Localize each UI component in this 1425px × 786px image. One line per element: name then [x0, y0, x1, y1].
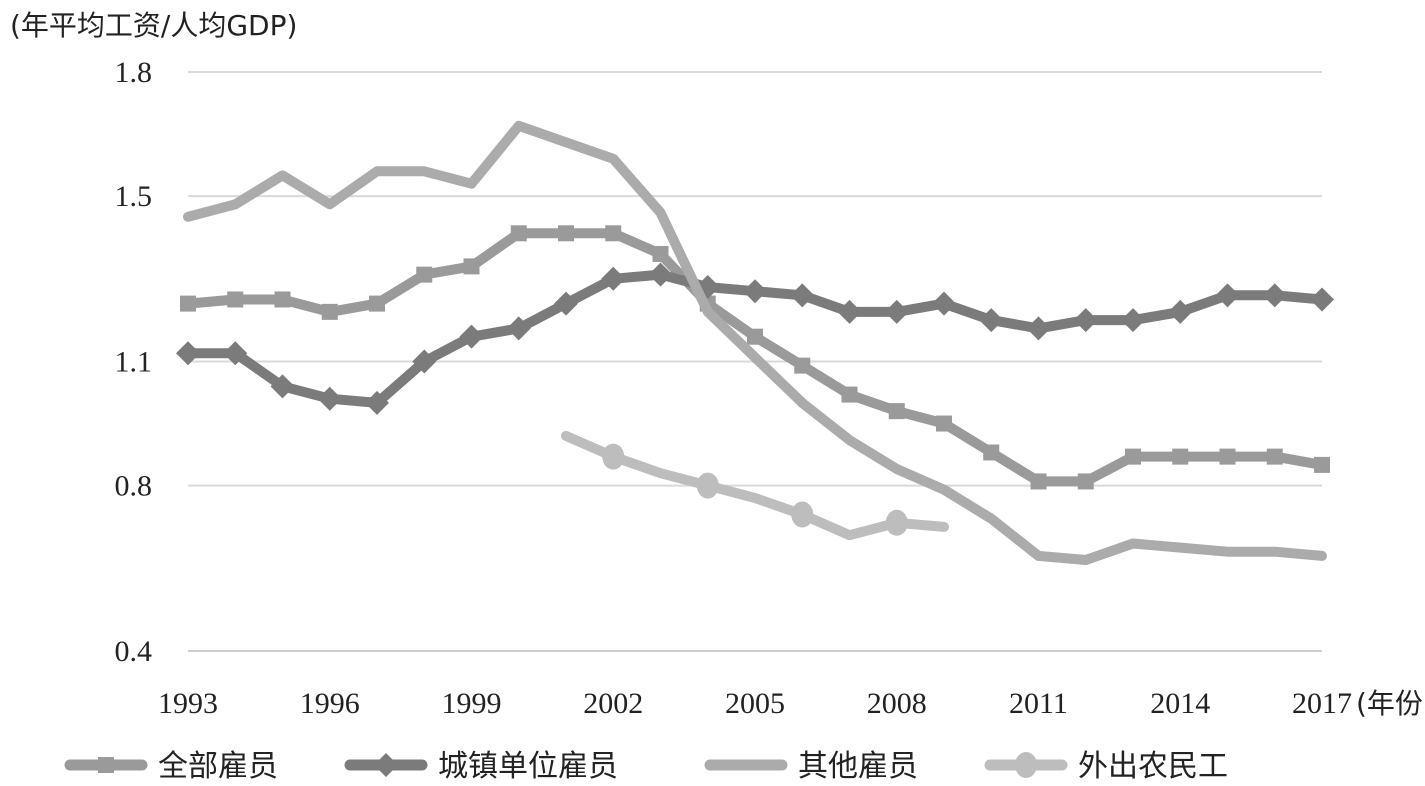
- data-point: [1172, 448, 1189, 465]
- data-point: [321, 303, 338, 320]
- x-tick-label: 2017: [1292, 687, 1352, 720]
- data-point: [463, 258, 480, 275]
- data-point: [1266, 448, 1283, 465]
- data-point: [558, 225, 574, 242]
- data-point: [1262, 283, 1287, 308]
- x-axis-ticks: 1993 1996 1999 2002 2005 2008 2011 2014 2017(年份): [158, 687, 1425, 720]
- data-point: [1026, 316, 1051, 341]
- series-line: [561, 430, 949, 541]
- legend-swatch-marker: [1015, 752, 1037, 778]
- data-point: [416, 266, 433, 283]
- data-point: [506, 316, 531, 341]
- legend-swatch-marker: [98, 757, 114, 773]
- series-2: [176, 262, 1334, 415]
- data-point: [885, 509, 908, 536]
- data-point: [1030, 473, 1047, 490]
- legend: 全部雇员 城镇单位雇员 其他雇员 外出农民工: [64, 749, 1228, 784]
- data-point: [979, 308, 1004, 333]
- data-point: [270, 374, 295, 399]
- data-point: [223, 341, 248, 366]
- legend-label: 其他雇员: [798, 749, 918, 784]
- data-point: [602, 443, 625, 470]
- legend-label: 外出农民工: [1078, 749, 1228, 784]
- x-tick-label: 1993: [158, 687, 218, 720]
- legend-label: 全部雇员: [158, 749, 278, 784]
- data-point: [554, 291, 578, 316]
- data-point: [791, 501, 814, 528]
- data-point: [837, 299, 862, 324]
- x-tick-label: 1996: [300, 687, 360, 720]
- data-point: [176, 341, 200, 366]
- x-tick-label: 2011: [1009, 687, 1068, 720]
- data-point: [459, 324, 484, 349]
- legend-swatch-marker: [374, 753, 398, 777]
- data-point: [369, 295, 385, 312]
- data-point: [510, 225, 527, 242]
- data-point: [274, 291, 291, 308]
- data-point: [696, 472, 719, 499]
- x-tick-label: 2014: [1150, 687, 1210, 720]
- legend-item-2: 城镇单位雇员: [344, 749, 618, 784]
- legend-label: 城镇单位雇员: [438, 749, 618, 784]
- y-tick-label: 1.1: [115, 346, 153, 379]
- series-4: [561, 430, 949, 541]
- data-point: [1125, 448, 1141, 465]
- data-point: [743, 279, 767, 304]
- data-point: [1077, 473, 1094, 490]
- data-point: [601, 266, 626, 291]
- grid-lines: [188, 71, 1322, 487]
- data-point: [888, 403, 905, 420]
- legend-item-3: 其他雇员: [704, 749, 918, 784]
- data-point: [648, 262, 673, 287]
- data-point: [317, 386, 342, 411]
- data-point: [841, 386, 858, 403]
- x-tick-label: 2002: [583, 687, 643, 720]
- series-1: [180, 225, 1330, 490]
- legend-item-4: 外出农民工: [984, 749, 1228, 784]
- y-tick-label: 0.4: [115, 635, 153, 668]
- data-point: [884, 299, 909, 324]
- data-point: [412, 349, 437, 374]
- y-axis-ticks: 0.4 0.8 1.1 1.5 1.8: [115, 56, 153, 668]
- series-3: [183, 120, 1327, 565]
- y-axis-label: (年平均工资/人均GDP): [10, 9, 297, 42]
- data-point: [936, 415, 952, 432]
- y-tick-label: 1.5: [115, 180, 153, 213]
- data-point: [1314, 456, 1330, 473]
- series-lines: [176, 120, 1334, 565]
- data-point: [790, 283, 815, 308]
- data-point: [365, 390, 389, 415]
- data-point: [180, 295, 196, 312]
- x-tick-label: 1999: [442, 687, 502, 720]
- data-point: [652, 245, 669, 262]
- data-point: [1215, 283, 1240, 308]
- data-point: [794, 357, 811, 374]
- data-point: [1219, 448, 1236, 465]
- x-tick-label: 2008: [867, 687, 927, 720]
- y-tick-label: 1.8: [115, 56, 153, 89]
- series-line: [183, 120, 1327, 565]
- data-point: [227, 291, 244, 308]
- legend-item-1: 全部雇员: [64, 749, 278, 784]
- data-point: [1310, 287, 1334, 312]
- data-point: [605, 225, 622, 242]
- data-point: [1168, 299, 1193, 324]
- data-point: [983, 444, 1000, 461]
- data-point: [747, 328, 763, 345]
- data-point: [1121, 308, 1145, 333]
- data-point: [932, 291, 956, 316]
- x-axis-unit-label: (年份): [1356, 687, 1425, 720]
- data-point: [1073, 308, 1098, 333]
- y-tick-label: 0.8: [115, 470, 153, 503]
- x-tick-label: 2005: [725, 687, 785, 720]
